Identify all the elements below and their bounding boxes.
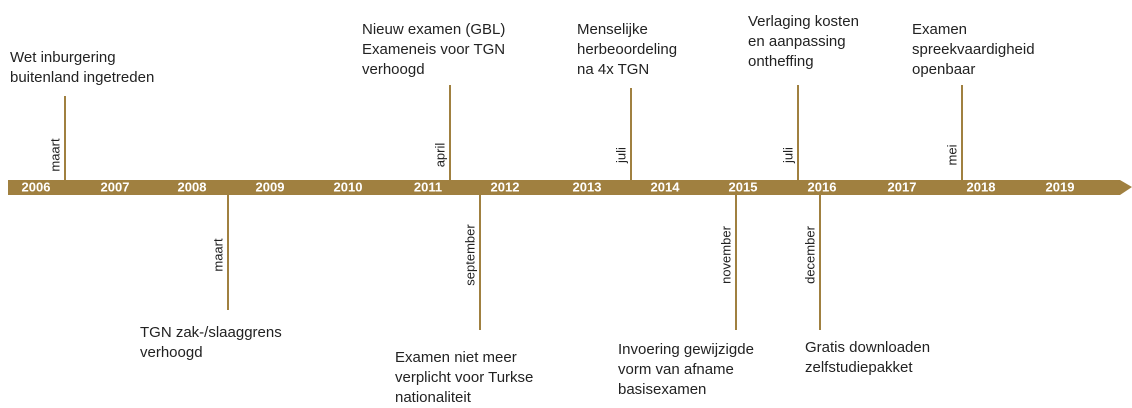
event-month: september (462, 224, 477, 286)
event-text: Verlaging kosten (748, 13, 859, 30)
year-label: 2009 (256, 179, 285, 194)
year-label: 2016 (808, 179, 837, 194)
event-text: Examen niet meer (395, 349, 517, 366)
event-text: verhoogd (362, 61, 425, 78)
year-label: 2017 (888, 179, 917, 194)
event-month: april (432, 143, 447, 168)
year-label: 2007 (101, 179, 130, 194)
event-month: november (718, 225, 733, 283)
event-text: herbeoordeling (577, 41, 677, 58)
event-text: Wet inburgering (10, 49, 116, 66)
event-text: en aanpassing (748, 33, 846, 50)
event-text: TGN zak-/slaaggrens (140, 324, 282, 341)
year-label: 2019 (1046, 179, 1075, 194)
event-text: ontheffing (748, 53, 814, 70)
event-month: december (802, 225, 817, 283)
event-month: maart (47, 138, 62, 172)
year-label: 2015 (729, 179, 758, 194)
event-text: Examen (912, 21, 967, 38)
event-month: juli (613, 147, 628, 164)
event-text: vorm van afname (618, 361, 734, 378)
year-label: 2008 (178, 179, 207, 194)
event-text: Gratis downloaden (805, 339, 930, 356)
year-label: 2014 (651, 179, 681, 194)
event-text: spreekvaardigheid (912, 41, 1035, 58)
year-label: 2006 (22, 179, 51, 194)
event-month: maart (210, 238, 225, 272)
event-text: basisexamen (618, 381, 706, 398)
year-label: 2018 (967, 179, 996, 194)
year-label: 2012 (491, 179, 520, 194)
event-text: Invoering gewijzigde (618, 341, 754, 358)
event-text: nationaliteit (395, 389, 472, 406)
year-label: 2013 (573, 179, 602, 194)
year-label: 2010 (334, 179, 363, 194)
event-text: Exameneis voor TGN (362, 41, 505, 58)
event-text: Nieuw examen (GBL) (362, 21, 505, 38)
event-text: verhoogd (140, 344, 203, 361)
event-text: verplicht voor Turkse (395, 369, 533, 386)
event-text: na 4x TGN (577, 61, 649, 78)
event-text: Menselijke (577, 21, 648, 38)
year-label: 2011 (414, 179, 442, 194)
timeline-band (8, 180, 1132, 195)
event-month: juli (780, 147, 795, 164)
event-text: zelfstudiepakket (805, 359, 913, 376)
event-text: buitenland ingetreden (10, 69, 154, 86)
event-month: mei (944, 144, 959, 165)
event-text: openbaar (912, 61, 975, 78)
